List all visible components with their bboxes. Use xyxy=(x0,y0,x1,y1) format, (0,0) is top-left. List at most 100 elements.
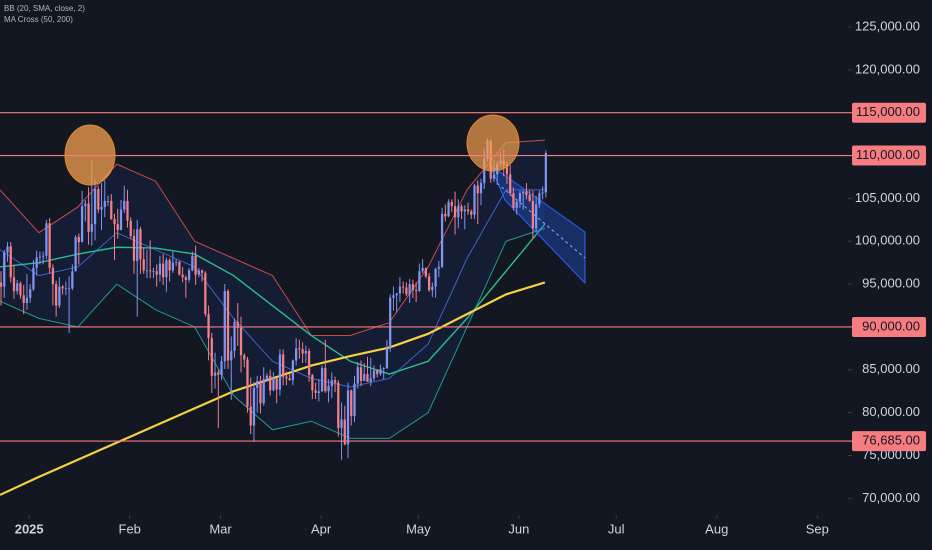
candle-body xyxy=(236,321,239,328)
candle-body xyxy=(291,360,295,381)
candle-body xyxy=(434,268,437,287)
candle-body xyxy=(492,174,496,179)
candle-body xyxy=(278,354,282,390)
candle-body xyxy=(333,380,337,383)
candle-body xyxy=(35,257,38,268)
candle-body xyxy=(145,270,149,272)
indicator-layer xyxy=(0,139,546,496)
candle-body xyxy=(233,321,236,351)
candle-body xyxy=(71,271,74,289)
candle-body xyxy=(366,374,369,382)
candle-body xyxy=(207,314,210,339)
candle-body xyxy=(97,188,100,210)
candle-body xyxy=(162,263,165,278)
candle-body xyxy=(359,367,363,381)
candle-body xyxy=(483,158,486,183)
level-label: 90,000.00 xyxy=(862,318,920,333)
candle-body xyxy=(175,261,178,263)
indicator-line xyxy=(0,281,546,496)
candle-body xyxy=(126,200,129,221)
candle-body xyxy=(307,350,311,375)
axis-layer: 70,000.0075,000.0080,000.0085,000.0095,0… xyxy=(0,18,926,536)
candle-body xyxy=(269,375,272,391)
candle-body xyxy=(528,194,531,201)
candle-body xyxy=(155,271,158,275)
candle-body xyxy=(223,290,226,362)
x-tick-label: Aug xyxy=(705,521,728,536)
candle-body xyxy=(191,255,194,271)
candle-body xyxy=(265,375,269,380)
candle-body xyxy=(282,354,285,377)
candle-body xyxy=(285,376,288,379)
candle-body xyxy=(259,380,262,404)
candle-body xyxy=(346,390,350,445)
candle-body xyxy=(275,378,278,390)
candle-body xyxy=(369,378,372,382)
candle-body xyxy=(466,209,470,212)
candle-body xyxy=(210,338,213,376)
candle-layer xyxy=(0,138,547,460)
candle-body xyxy=(67,288,71,290)
candle-body xyxy=(194,255,197,275)
indicator-line xyxy=(0,189,545,388)
candle-body xyxy=(158,263,162,275)
candle-body xyxy=(246,359,249,407)
candle-body xyxy=(48,223,51,268)
candle-body xyxy=(525,191,528,195)
candle-body xyxy=(9,246,12,278)
candle-body xyxy=(149,270,152,272)
y-tick-label: 105,000.00 xyxy=(855,190,920,205)
candle-body xyxy=(314,390,317,393)
candle-body xyxy=(535,204,538,229)
candle-body xyxy=(106,200,110,202)
x-tick-label: Jun xyxy=(508,521,529,536)
candle-body xyxy=(61,286,64,289)
level-box xyxy=(852,431,926,452)
candle-body xyxy=(372,370,376,379)
channel-midline xyxy=(496,182,586,259)
candle-body xyxy=(38,256,42,258)
candle-body xyxy=(518,193,522,202)
candle-body xyxy=(411,284,415,291)
candle-body xyxy=(252,387,256,426)
candle-body xyxy=(337,382,340,429)
indicator-line xyxy=(0,227,546,439)
candle-body xyxy=(512,193,515,208)
candle-body xyxy=(87,203,90,232)
y-tick-label: 80,000.00 xyxy=(862,404,920,419)
candle-body xyxy=(427,276,431,291)
candle-body xyxy=(356,367,359,384)
candle-body xyxy=(473,185,476,215)
y-tick-label: 70,000.00 xyxy=(862,490,920,505)
level-box xyxy=(852,145,926,166)
candle-body xyxy=(509,174,512,194)
candle-body xyxy=(330,380,333,387)
candle-body xyxy=(476,185,479,194)
candle-body xyxy=(421,267,424,272)
candle-body xyxy=(22,295,25,303)
candle-body xyxy=(431,286,434,291)
candle-body xyxy=(200,270,204,273)
level-label: 115,000.00 xyxy=(856,104,920,119)
candle-body xyxy=(139,229,142,260)
candle-body xyxy=(12,277,16,291)
band-layer xyxy=(0,140,545,439)
y-tick-label: 120,000.00 xyxy=(855,61,920,76)
x-tick-label: Jul xyxy=(608,521,625,536)
candle-body xyxy=(243,355,246,360)
candle-body xyxy=(187,270,191,280)
candle-body xyxy=(379,368,382,375)
x-tick-label: Apr xyxy=(311,521,332,536)
candle-body xyxy=(382,368,385,369)
level-box xyxy=(852,316,926,337)
y-tick-label: 95,000.00 xyxy=(862,276,920,291)
candle-body xyxy=(544,152,547,193)
candle-body xyxy=(256,380,259,388)
candle-body xyxy=(350,390,353,417)
candle-body xyxy=(418,271,421,291)
highlight-circle xyxy=(466,114,520,172)
y-tick-label: 100,000.00 xyxy=(855,233,920,248)
candle-body xyxy=(311,374,314,391)
